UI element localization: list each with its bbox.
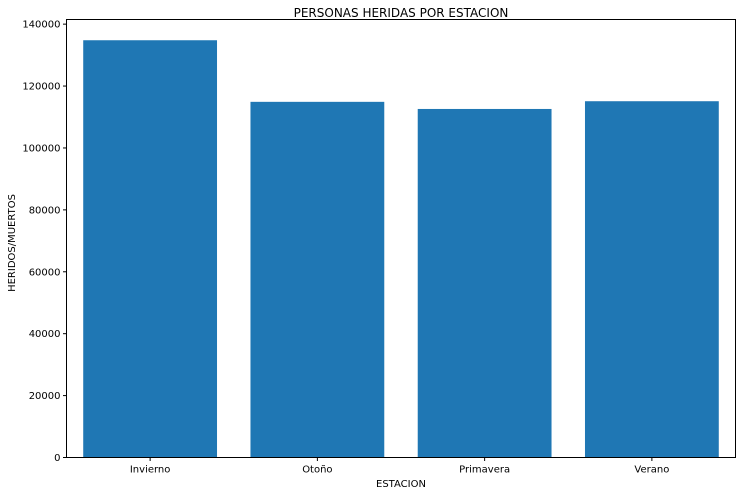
plot-frame — [66, 19, 736, 458]
y-tick-label: 80000 — [29, 205, 61, 216]
bar-otoño — [250, 101, 385, 458]
y-axis-label: HERIDOS/MUERTOS — [7, 194, 18, 292]
bar-verano — [584, 101, 719, 458]
x-tick-label: Invierno — [130, 465, 171, 476]
x-tick-label: Otoño — [302, 465, 332, 476]
y-tick-label: 20000 — [29, 391, 61, 402]
y-tick-label: 40000 — [29, 329, 61, 340]
y-tick-label: 100000 — [22, 143, 60, 154]
x-tick-label: Verano — [634, 465, 669, 476]
y-tick-label: 0 — [54, 453, 60, 464]
bar-invierno — [83, 40, 218, 458]
x-axis-label: ESTACION — [376, 479, 426, 490]
y-tick-label: 120000 — [22, 82, 60, 93]
y-tick-label: 60000 — [29, 267, 61, 278]
bars-group — [83, 40, 719, 458]
chart-title: PERSONAS HERIDAS POR ESTACION — [294, 6, 509, 20]
x-axis: Invierno Otoño Primavera Verano — [130, 457, 669, 476]
bar-primavera — [417, 108, 552, 458]
y-tick-label: 140000 — [22, 20, 60, 31]
y-axis: 0 20000 40000 60000 80000 100000 120000 140000 — [22, 20, 67, 464]
x-tick-label: Primavera — [459, 465, 510, 476]
